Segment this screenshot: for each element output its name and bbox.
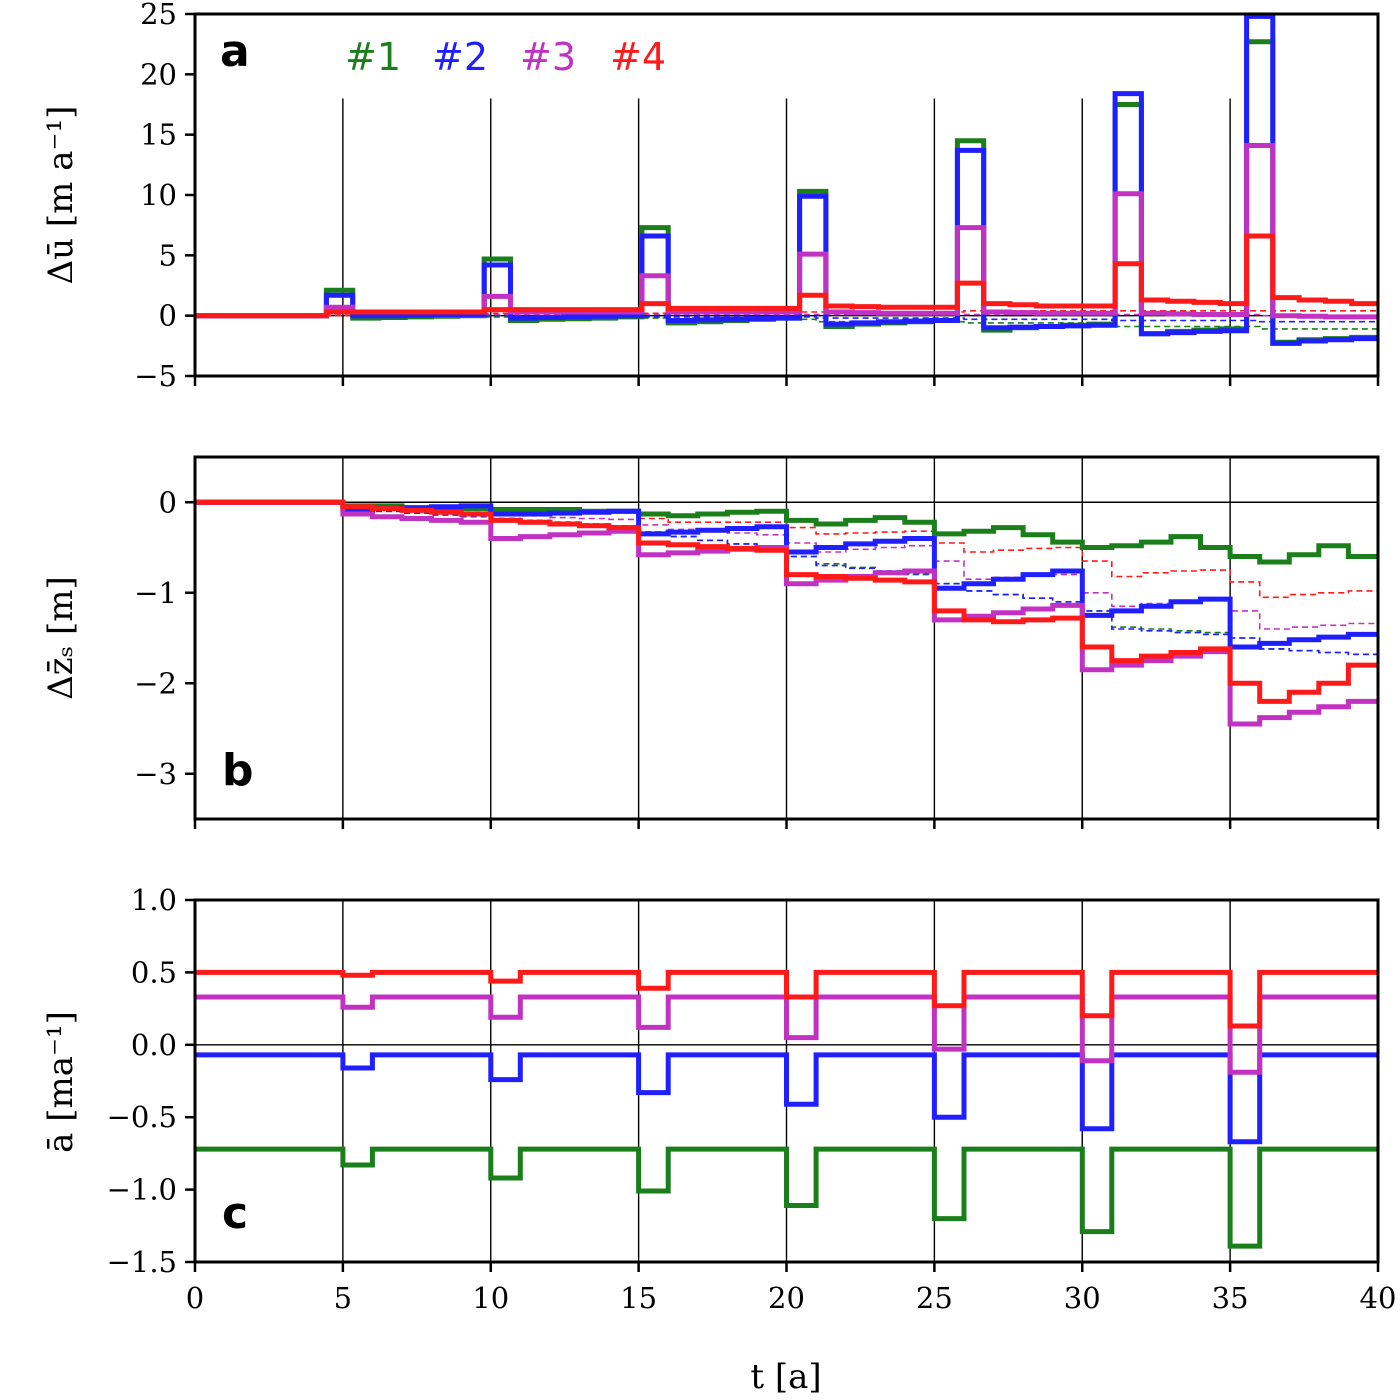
panel-a: −5 0 5 10 15 20 25 a #1 #2 #3 #4 Δū [m a⁻¹] [41, 0, 1380, 393]
panel-b-plot [195, 457, 1378, 819]
panel-a-ytick-label: −5 [134, 359, 177, 393]
panel-c-ytick-label: −1.5 [107, 1245, 177, 1279]
panel-a-clipped [195, 14, 1378, 376]
panel-b-letter: b [222, 745, 254, 796]
panel-b-series-2 [195, 499, 1378, 650]
panel-c-xtick-label: 5 [334, 1281, 352, 1315]
panel-b-clipped [195, 457, 1378, 819]
panel-c-ytick-label: −0.5 [107, 1100, 177, 1134]
panel-c-series-3 [195, 994, 1378, 1075]
panel-a-ytick-label: 25 [140, 0, 177, 31]
panel-a-ytick-label: 20 [140, 57, 177, 91]
panel-a-ytick-label: 5 [159, 238, 177, 272]
panel-c-letter: c [222, 1188, 248, 1239]
legend-entry-1: #1 [345, 35, 401, 79]
panel-c-xtick-label: 10 [472, 1281, 509, 1315]
legend-entry-2: #2 [432, 35, 488, 79]
panel-a-series-4 [195, 233, 1378, 319]
panel-c-ticks: −1.5 −1.0 −0.5 0.0 0.5 1.0 0 5 10 15 20 25 30 35 40 [107, 883, 1397, 1315]
panel-c-series-4 [195, 969, 1378, 1029]
panel-b-ytick-label: −1 [134, 576, 177, 610]
panel-c-ytick-label: 0.0 [131, 1028, 177, 1062]
panel-b: −3 −2 −1 0 b Δz̄ₛ [m] [41, 455, 1380, 829]
panel-c-ytick-label: 1.0 [131, 883, 177, 917]
panel-c-xtick-label: 0 [186, 1281, 204, 1315]
panel-b-series-4 [195, 499, 1378, 704]
panel-a-plot [195, 14, 1378, 376]
panel-c-series-1 [195, 1146, 1378, 1249]
panel-b-ytick-label: −2 [134, 666, 177, 700]
panel-a-ytick-label: 0 [159, 299, 177, 333]
legend-entry-4: #4 [610, 35, 666, 79]
legend: #1 #2 #3 #4 [345, 35, 666, 79]
panel-c-ylabel: ā [ma⁻¹] [41, 1011, 81, 1153]
legend-entry-3: #3 [520, 35, 576, 79]
panel-c-plot [195, 900, 1378, 1262]
panel-a-ytick-label: 15 [140, 118, 177, 152]
panel-b-series-3 [195, 499, 1378, 727]
panel-b-ylabel: Δz̄ₛ [m] [41, 576, 81, 700]
panel-c-xtick-label: 40 [1360, 1281, 1397, 1315]
panel-a-ylabel: Δū [m a⁻¹] [41, 106, 81, 285]
panel-c-xtick-label: 15 [620, 1281, 657, 1315]
panel-c-xtick-label: 35 [1212, 1281, 1249, 1315]
panel-a-letter: a [220, 26, 250, 77]
panel-c-series-2 [195, 1052, 1378, 1145]
panel-b-series-2-dashed [195, 501, 1378, 656]
panel-a-ticks: −5 0 5 10 15 20 25 [134, 0, 1380, 393]
panel-b-ytick-label: −3 [134, 757, 177, 791]
panel-c-xtick-label: 25 [916, 1281, 953, 1315]
panel-c-ytick-label: 0.5 [131, 955, 177, 989]
panel-c: −1.5−1.0−0.50.00.51.00 5 10 15 20 25 30 35 40 c … [41, 883, 1396, 1397]
x-axis-label: t [a] [750, 1357, 821, 1397]
panel-c-xtick-label: 20 [768, 1281, 805, 1315]
panel-b-ytick-label: 0 [159, 485, 177, 519]
panel-c-clipped [195, 900, 1378, 1262]
panel-c-ytick-label: −1.0 [107, 1173, 177, 1207]
panel-b-ticks: −3 −2 −1 0 [134, 485, 1380, 829]
panel-a-ytick-label: 10 [140, 178, 177, 212]
panel-c-xtick-label: 30 [1064, 1281, 1101, 1315]
